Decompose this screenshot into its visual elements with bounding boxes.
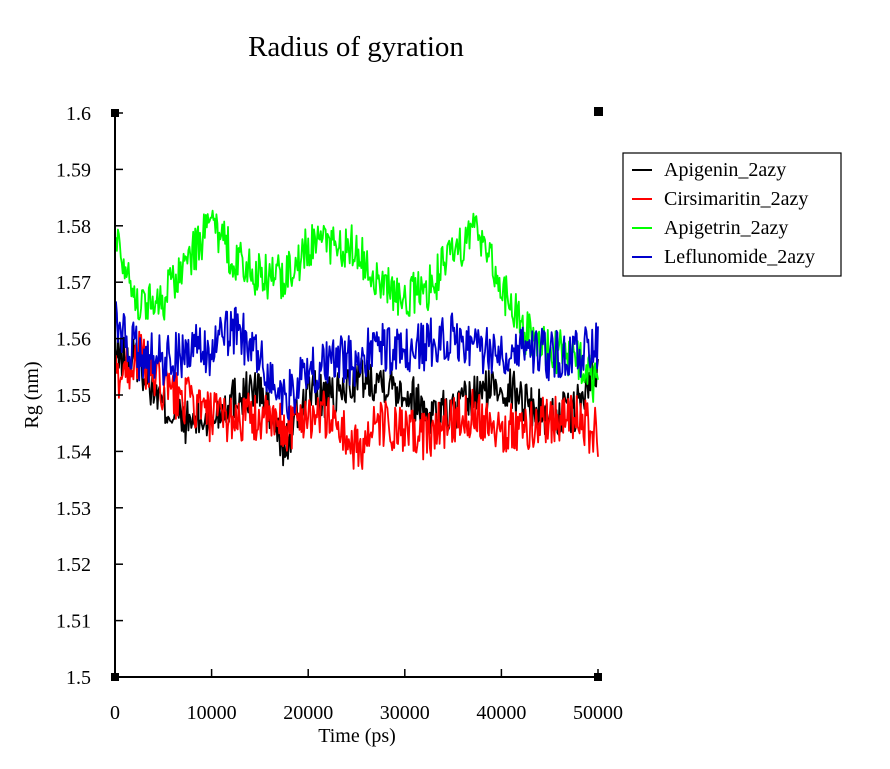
x-tick-label: 50000 xyxy=(573,702,623,724)
x-tick-label: 20000 xyxy=(283,702,333,724)
series-layer xyxy=(114,209,599,470)
x-tick-label: 0 xyxy=(110,702,120,724)
y-tick-label: 1.57 xyxy=(56,272,91,294)
legend: Apigenin_2azy Cirsimaritin_2azy Apigetrin_… xyxy=(622,152,842,277)
plot-area xyxy=(111,107,603,681)
x-axis-ticks: 0 10000 20000 30000 40000 50000 xyxy=(110,669,623,724)
y-axis-label: Rg (nm) xyxy=(21,361,43,428)
y-tick-label: 1.58 xyxy=(56,216,91,238)
legend-label: Cirsimaritin_2azy xyxy=(664,188,808,210)
y-tick-label: 1.55 xyxy=(56,385,91,407)
y-axis-ticks: 1.5 1.51 1.52 1.53 1.54 1.55 1.56 1.57 1.58 1.59 1… xyxy=(56,103,123,689)
series-line-apigetrin_2azy xyxy=(114,209,599,403)
y-tick-label: 1.6 xyxy=(66,103,91,125)
y-tick-label: 1.56 xyxy=(56,329,91,351)
legend-box xyxy=(622,152,842,277)
legend-label: Apigetrin_2azy xyxy=(664,217,788,239)
legend-label: Apigenin_2azy xyxy=(664,159,786,181)
y-tick-label: 1.5 xyxy=(66,667,91,689)
x-axis-label: Time (ps) xyxy=(318,725,396,747)
legend-label: Leflunomide_2azy xyxy=(664,246,815,268)
series-line-cirsimaritin_2azy xyxy=(114,330,599,470)
x-tick-label: 10000 xyxy=(187,702,237,724)
chart-title: Radius of gyration xyxy=(248,31,464,63)
y-tick-label: 1.52 xyxy=(56,554,91,576)
y-tick-label: 1.51 xyxy=(56,611,91,633)
corner-marker-top-right xyxy=(594,107,603,116)
y-tick-label: 1.54 xyxy=(56,441,91,463)
y-tick-label: 1.59 xyxy=(56,159,91,181)
x-tick-label: 40000 xyxy=(476,702,526,724)
series-line-leflunomide_2azy xyxy=(114,301,599,421)
y-tick-label: 1.53 xyxy=(56,498,91,520)
x-tick-label: 30000 xyxy=(380,702,430,724)
